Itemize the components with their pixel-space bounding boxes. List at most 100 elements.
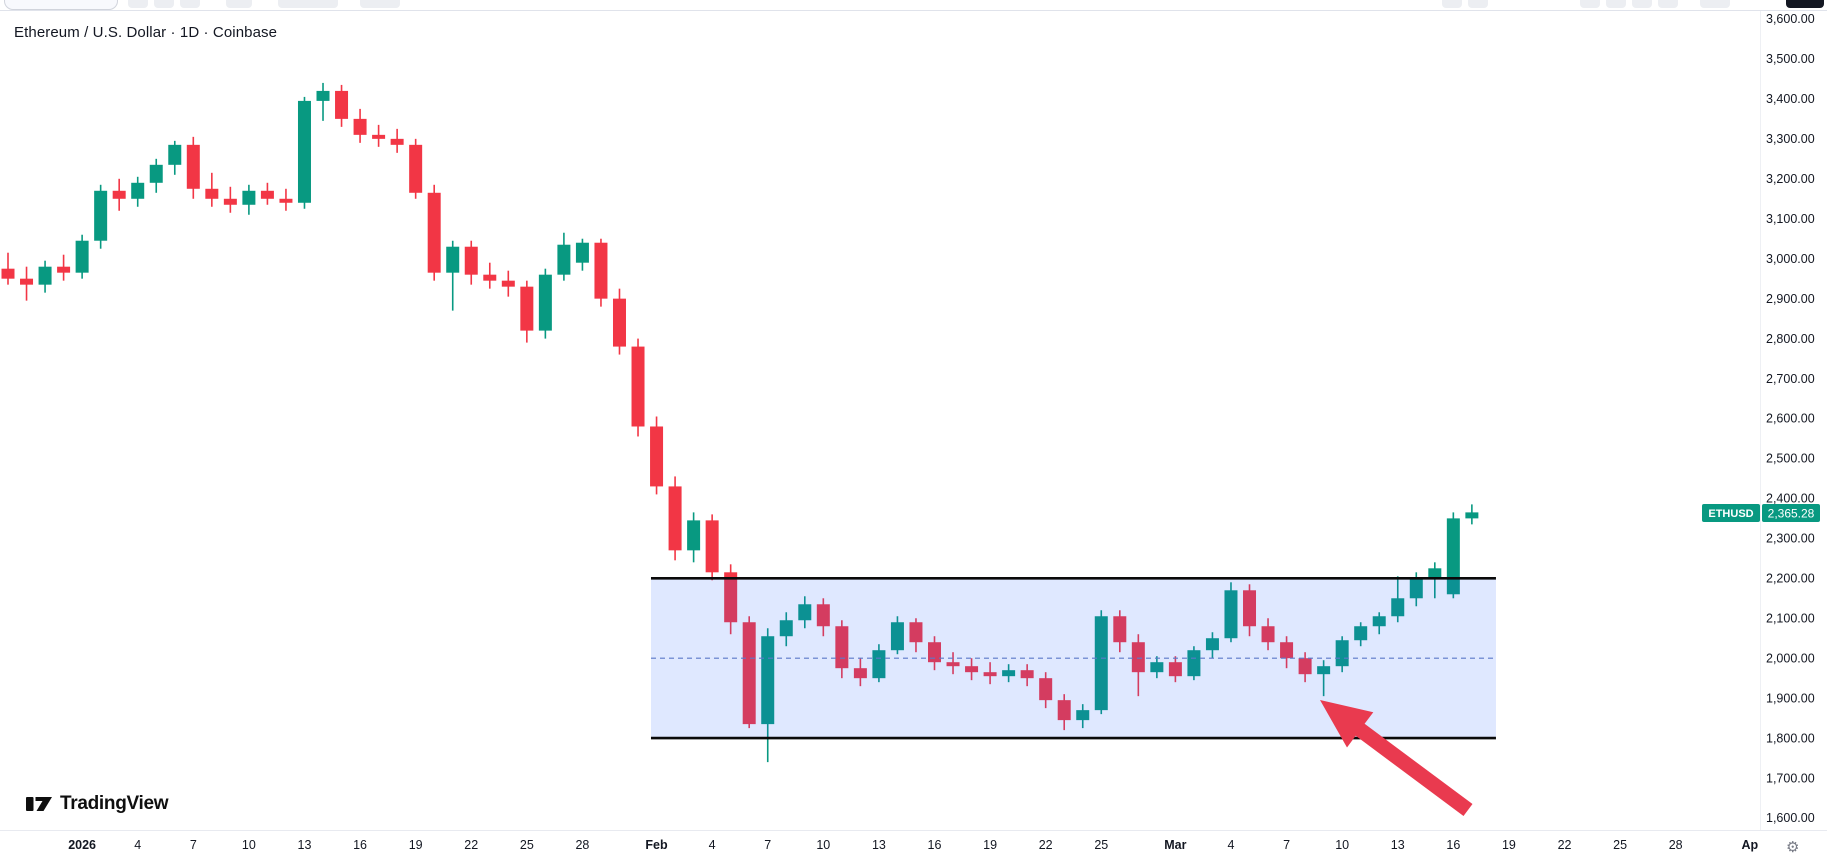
price-tick-label: 2,800.00 [1766, 332, 1815, 346]
candle [983, 662, 997, 685]
candle [427, 184, 441, 281]
price-tick-label: 2,500.00 [1766, 452, 1815, 466]
symbol-title[interactable]: Ethereum / U.S. Dollar · 1D · Coinbase [14, 24, 278, 41]
time-tick-label: 10 [1335, 838, 1349, 852]
price-axis[interactable]: 3,600.00 3,500.00 3,400.00 3,300.00 3,200.00… [1766, 12, 1815, 825]
time-tick-label: Mar [1164, 838, 1186, 852]
candle [594, 238, 608, 307]
price-tick-label: 2,100.00 [1766, 611, 1815, 625]
price-tick-label: 2,400.00 [1766, 492, 1815, 506]
ticker-tag [1702, 504, 1760, 522]
toolbar-fragment[interactable] [1442, 0, 1462, 8]
candle [965, 658, 979, 681]
candle [1243, 584, 1257, 637]
time-tick-label: 10 [242, 838, 256, 852]
time-tick-label: Feb [645, 838, 668, 852]
price-tick-label: 2,900.00 [1766, 292, 1815, 306]
price-tick-label: 3,300.00 [1766, 132, 1815, 146]
toolbar-fragment[interactable] [360, 0, 400, 8]
candles-layer[interactable] [1, 82, 1479, 763]
candle [279, 188, 293, 211]
time-tick-label: 4 [134, 838, 141, 852]
candle [75, 234, 89, 279]
toolbar-fragment[interactable] [1580, 0, 1600, 8]
candle [1465, 504, 1479, 525]
price-tick-label: 1,700.00 [1766, 771, 1815, 785]
toolbar-fragment[interactable] [154, 0, 174, 8]
candle [57, 254, 71, 281]
candle [1446, 512, 1460, 599]
time-tick-label: 4 [709, 838, 716, 852]
candle [20, 266, 34, 301]
candle [335, 84, 349, 127]
candle [1039, 672, 1053, 709]
candle [501, 270, 515, 297]
candle [1168, 656, 1182, 683]
candle [798, 596, 812, 629]
toolbar-fragment[interactable] [1632, 0, 1652, 8]
time-tick-label: 25 [1613, 838, 1627, 852]
candle [149, 158, 163, 193]
price-tick-label: 3,000.00 [1766, 252, 1815, 266]
candle [1261, 618, 1275, 651]
time-tick-label: 13 [1391, 838, 1405, 852]
time-tick-label: 2026 [68, 838, 96, 852]
candle [890, 616, 904, 655]
price-tick-label: 1,600.00 [1766, 811, 1815, 825]
toolbar-fragment[interactable] [1468, 0, 1488, 8]
toolbar-fragment[interactable] [1700, 0, 1730, 8]
candle [297, 96, 311, 209]
candle [168, 140, 182, 175]
tradingview-logo[interactable]: TradingView [26, 792, 169, 816]
last-price-tags: ETHUSD 2,365.28 [1702, 504, 1820, 522]
time-tick-label: 25 [520, 838, 534, 852]
candle [1372, 612, 1386, 635]
candle [205, 172, 219, 207]
toolbar-fragment[interactable] [1658, 0, 1678, 8]
publish-button[interactable] [1786, 0, 1824, 8]
price-tick-label: 3,100.00 [1766, 212, 1815, 226]
candle [612, 288, 626, 355]
candle [409, 138, 423, 199]
candle [1150, 656, 1164, 679]
candle [1205, 632, 1219, 659]
top-toolbar [0, 0, 1827, 11]
toolbar-fragment[interactable] [226, 0, 252, 8]
candle [112, 178, 126, 211]
candle [650, 416, 664, 495]
price-tick-label: 2,700.00 [1766, 372, 1815, 386]
candle [705, 514, 719, 581]
toolbar-fragment[interactable] [128, 0, 148, 8]
price-tick-label: 1,900.00 [1766, 691, 1815, 705]
toolbar-fragment[interactable] [1606, 0, 1626, 8]
candle [872, 644, 886, 683]
candle [1298, 652, 1312, 683]
candle [446, 240, 460, 311]
candle [1317, 660, 1331, 697]
price-tick-label: 2,600.00 [1766, 412, 1815, 426]
candle [94, 184, 108, 249]
time-tick-label: 7 [190, 838, 197, 852]
candle [1076, 704, 1090, 729]
candle [557, 232, 571, 281]
toolbar-fragment[interactable] [180, 0, 200, 8]
price-tick-label: 2,200.00 [1766, 572, 1815, 586]
arrow-drawing[interactable] [1320, 700, 1473, 816]
candle [1, 252, 15, 285]
candle [242, 184, 256, 215]
price-tick-label: 2,300.00 [1766, 532, 1815, 546]
time-axis[interactable]: 2026 4 7 10 13 16 19 22 25 28 Feb 4 7 10 13 16 19 22 25 Mar… [68, 838, 1758, 852]
candle [668, 476, 682, 561]
candle [1354, 622, 1368, 647]
symbol-search-box[interactable] [4, 0, 118, 10]
toolbar-fragment[interactable] [278, 0, 338, 8]
price-tick-label: 3,600.00 [1766, 12, 1815, 26]
price-tick-label: 2,000.00 [1766, 651, 1815, 665]
gear-icon[interactable]: ⚙ [1786, 839, 1799, 856]
candle [687, 512, 701, 563]
candle [260, 182, 274, 205]
time-tick-label: Ap [1741, 838, 1758, 852]
time-tick-label: 19 [409, 838, 423, 852]
time-tick-label: 7 [764, 838, 771, 852]
